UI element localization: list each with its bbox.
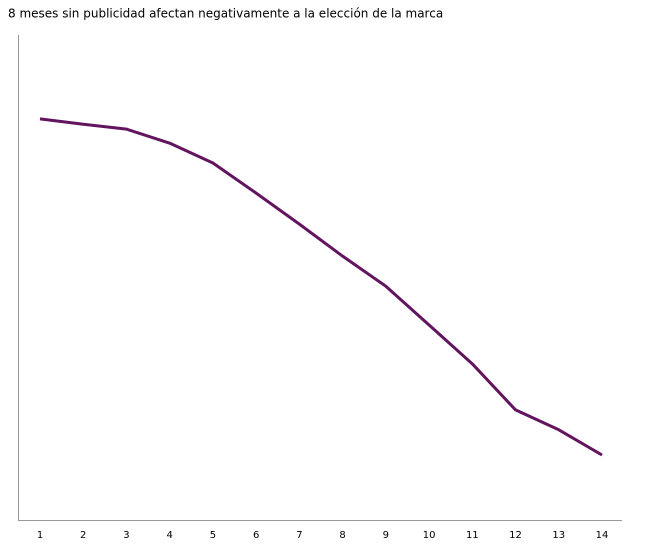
x-tick-label: 3: [123, 530, 129, 541]
data-line: [39, 117, 603, 457]
x-tick-label: 4: [167, 530, 173, 541]
x-tick-label: 9: [383, 530, 389, 541]
x-tick-label: 13: [552, 530, 565, 541]
x-tick-label: 5: [210, 530, 216, 541]
chart-title: 8 meses sin publicidad afectan negativam…: [8, 7, 443, 21]
x-tick-label: 6: [253, 530, 259, 541]
x-tick-label: 14: [596, 530, 609, 541]
x-tick-label: 10: [423, 530, 436, 541]
x-tick-label: 1: [37, 530, 43, 541]
x-tick-label: 2: [80, 530, 86, 541]
x-tick-label: 12: [509, 530, 522, 541]
x-tick-label: 11: [466, 530, 479, 541]
x-tick-label: 8: [339, 530, 345, 541]
x-tick-label: 7: [296, 530, 302, 541]
